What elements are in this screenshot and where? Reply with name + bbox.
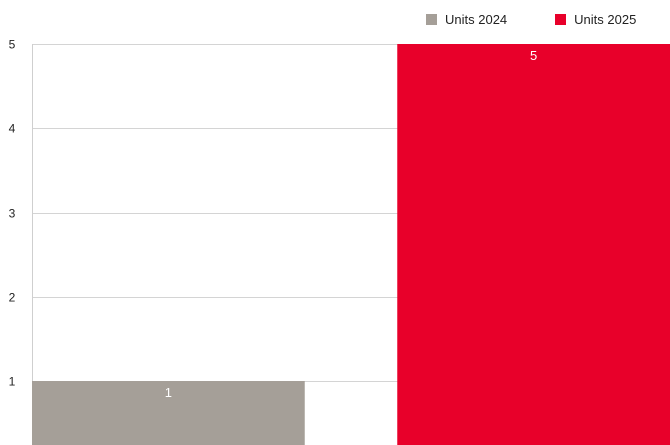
legend: Units 2024 Units 2025 [426, 12, 636, 27]
legend-swatch-units-2025 [555, 14, 567, 25]
legend-swatch-units-2024 [426, 14, 437, 25]
bar-units-2024 [32, 381, 305, 445]
legend-item-units-2024[interactable]: Units 2024 [426, 12, 507, 27]
legend-label-units-2025: Units 2025 [574, 12, 637, 27]
legend-item-units-2025[interactable]: Units 2025 [555, 12, 636, 27]
y-tick-label-5: 5 [9, 38, 16, 52]
y-tick-label-3: 3 [9, 207, 16, 221]
y-tick-label-2: 2 [9, 291, 16, 305]
data-label-units-2025: 5 [530, 48, 537, 63]
bar-units-2025 [397, 44, 670, 445]
legend-label-units-2024: Units 2024 [445, 12, 508, 27]
y-tick-label-4: 4 [9, 122, 16, 136]
y-tick-label-1: 1 [9, 375, 16, 389]
data-label-units-2024: 1 [165, 385, 172, 400]
